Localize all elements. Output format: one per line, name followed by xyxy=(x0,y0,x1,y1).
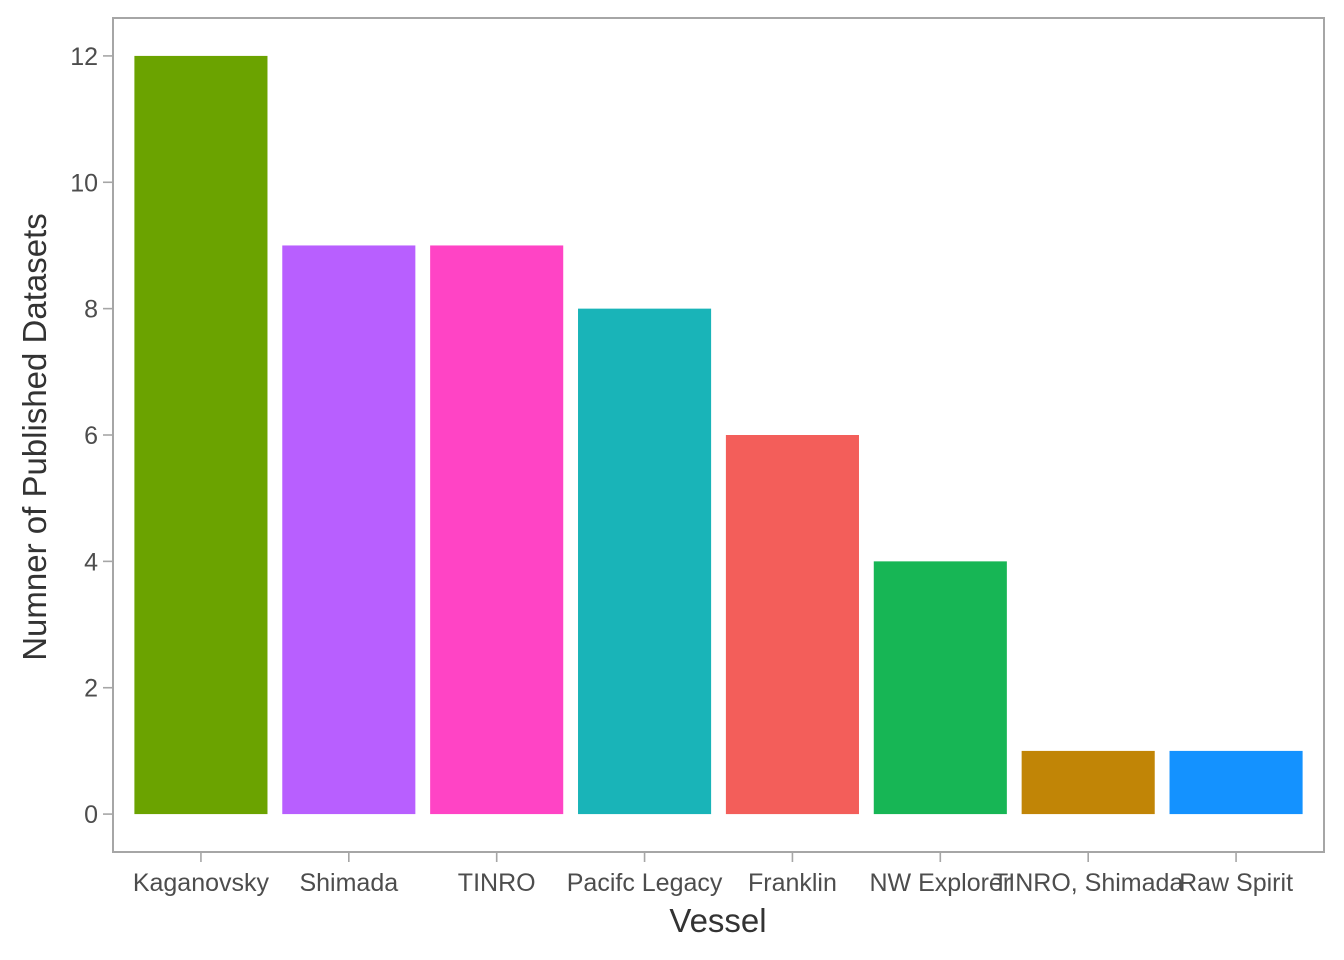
y-tick-label: 2 xyxy=(84,675,98,703)
x-tick-label: Raw Spirit xyxy=(1179,869,1293,897)
y-tick-label: 10 xyxy=(70,169,98,197)
x-tick-label: Pacifc Legacy xyxy=(567,869,723,897)
bar xyxy=(1169,750,1303,815)
x-axis: Kaganovsky Shimada TINRO Pacifc Legacy Frank… xyxy=(133,852,1293,897)
bar xyxy=(725,435,859,815)
y-axis: 0 2 4 6 8 10 12 xyxy=(70,43,113,829)
bar xyxy=(1021,750,1155,815)
x-tick-label: Kaganovsky xyxy=(133,869,270,897)
x-tick-label: NW Explorer xyxy=(869,869,1011,897)
bar xyxy=(578,308,712,815)
bar xyxy=(134,55,268,815)
x-tick-label: TINRO, Shimada xyxy=(993,869,1183,897)
y-tick-label: 4 xyxy=(84,548,98,576)
x-tick-label: Shimada xyxy=(299,869,398,897)
bar xyxy=(282,245,416,815)
x-tick-label: TINRO xyxy=(458,869,536,897)
y-tick-label: 6 xyxy=(84,422,98,450)
bars xyxy=(134,55,1303,815)
x-tick-label: Franklin xyxy=(748,869,837,897)
y-tick-label: 0 xyxy=(84,801,98,829)
y-tick-label: 8 xyxy=(84,296,98,324)
y-tick-label: 12 xyxy=(70,43,98,71)
bar xyxy=(430,245,564,815)
x-axis-title: Vessel xyxy=(669,902,766,939)
bar xyxy=(873,561,1007,815)
y-axis-title: Numner of Published Datasets xyxy=(16,213,53,661)
